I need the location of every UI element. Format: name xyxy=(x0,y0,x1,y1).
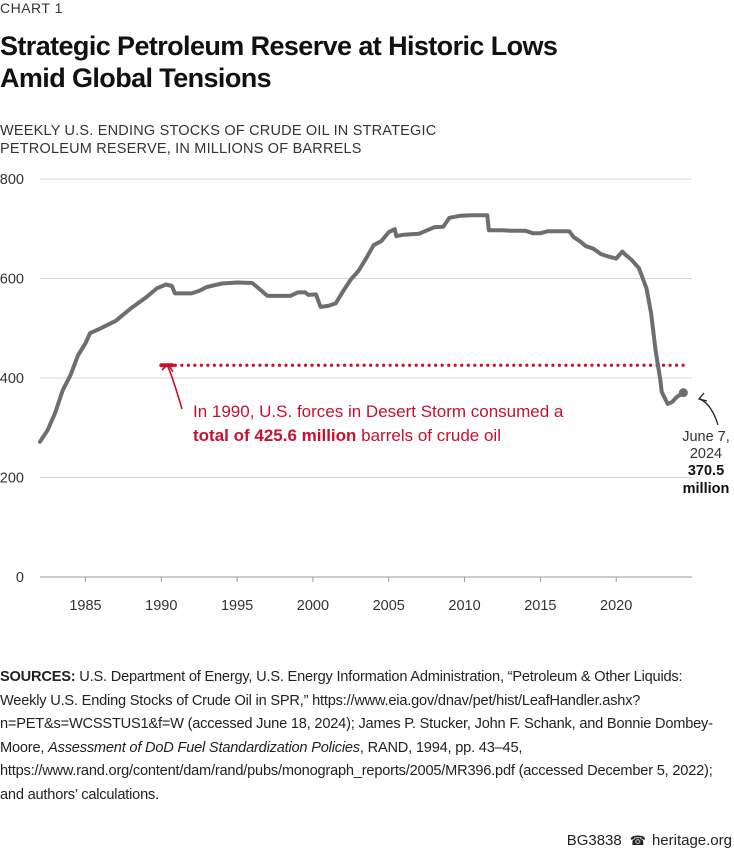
y-tick-label-200: 200 xyxy=(0,471,24,487)
x-tick-label-2015: 2015 xyxy=(524,598,556,614)
site-name: heritage.org xyxy=(651,832,732,849)
sources-text-part-2: , RAND, 1994, pp. 43–45, https://www.ran… xyxy=(0,739,713,803)
latest-date-line-2: 2024 xyxy=(690,446,722,462)
x-axis-ticks: 1985 1990 1995 2000 2005 2010 2015 2020 xyxy=(69,577,632,614)
series-group xyxy=(38,213,688,444)
x-tick-label-2010: 2010 xyxy=(448,598,480,614)
chart-subtitle: WEEKLY U.S. ENDING STOCKS OF CRUDE OIL I… xyxy=(0,122,520,158)
desert-storm-annotation-line-2: total of 425.6 million barrels of crude … xyxy=(193,426,501,445)
sources-label: SOURCES: xyxy=(0,669,76,685)
y-tick-label-800: 800 xyxy=(0,172,24,188)
sources-report-title: Assessment of DoD Fuel Standardization P… xyxy=(48,739,360,756)
latest-value-unit: million xyxy=(683,481,730,497)
page-title: Strategic Petroleum Reserve at Historic … xyxy=(0,30,700,94)
latest-value-callout-arrow xyxy=(699,398,719,426)
desert-storm-annotation-bold: total of 425.6 million xyxy=(193,426,356,445)
x-tick-label-2020: 2020 xyxy=(600,598,632,614)
x-tick-label-1990: 1990 xyxy=(145,598,177,614)
report-code: BG3838 xyxy=(566,832,622,849)
annotations: In 1990, U.S. forces in Desert Storm con… xyxy=(161,362,730,497)
y-tick-label-600: 600 xyxy=(0,272,24,288)
subtitle-line-1: WEEKLY U.S. ENDING STOCKS OF CRUDE OIL I… xyxy=(0,123,437,139)
title-line-1: Strategic Petroleum Reserve at Historic … xyxy=(0,31,558,61)
line-chart: 0 200 400 600 800 1985 1990 1995 2000 2005 2010 20… xyxy=(0,172,730,614)
y-tick-label-400: 400 xyxy=(0,371,24,387)
latest-value-callout-arrowhead xyxy=(697,392,708,402)
gridlines xyxy=(40,178,692,578)
x-tick-label-1995: 1995 xyxy=(221,598,253,614)
desert-storm-annotation-rest: barrels of crude oil xyxy=(356,426,501,445)
subtitle-line-2: PETROLEUM RESERVE, IN MILLIONS OF BARREL… xyxy=(0,141,362,157)
latest-date-line-1: June 7, xyxy=(682,429,730,445)
sources-note: SOURCES: U.S. Department of Energy, U.S.… xyxy=(0,666,728,807)
chart-number-label: CHART 1 xyxy=(0,0,63,16)
x-tick-label-1985: 1985 xyxy=(69,598,101,614)
liberty-bell-icon: ☎ xyxy=(629,833,646,848)
series-line-0 xyxy=(38,213,686,444)
x-tick-label-2005: 2005 xyxy=(373,598,405,614)
footer: BG3838 ☎ heritage.org xyxy=(567,832,732,849)
x-tick-label-2000: 2000 xyxy=(297,598,329,614)
latest-value: 370.5 xyxy=(688,463,724,479)
y-axis-ticks: 0 200 400 600 800 xyxy=(0,172,24,586)
title-line-2: Amid Global Tensions xyxy=(0,63,272,93)
latest-value-point xyxy=(678,388,688,398)
desert-storm-annotation-line-1: In 1990, U.S. forces in Desert Storm con… xyxy=(193,402,564,421)
y-tick-label-0: 0 xyxy=(16,570,24,586)
desert-storm-callout-arrow xyxy=(167,366,183,410)
sources-text-part-1: U.S. Department of Energy, U.S. Energy I… xyxy=(0,669,713,756)
desert-storm-callout-arrowhead xyxy=(161,362,174,373)
